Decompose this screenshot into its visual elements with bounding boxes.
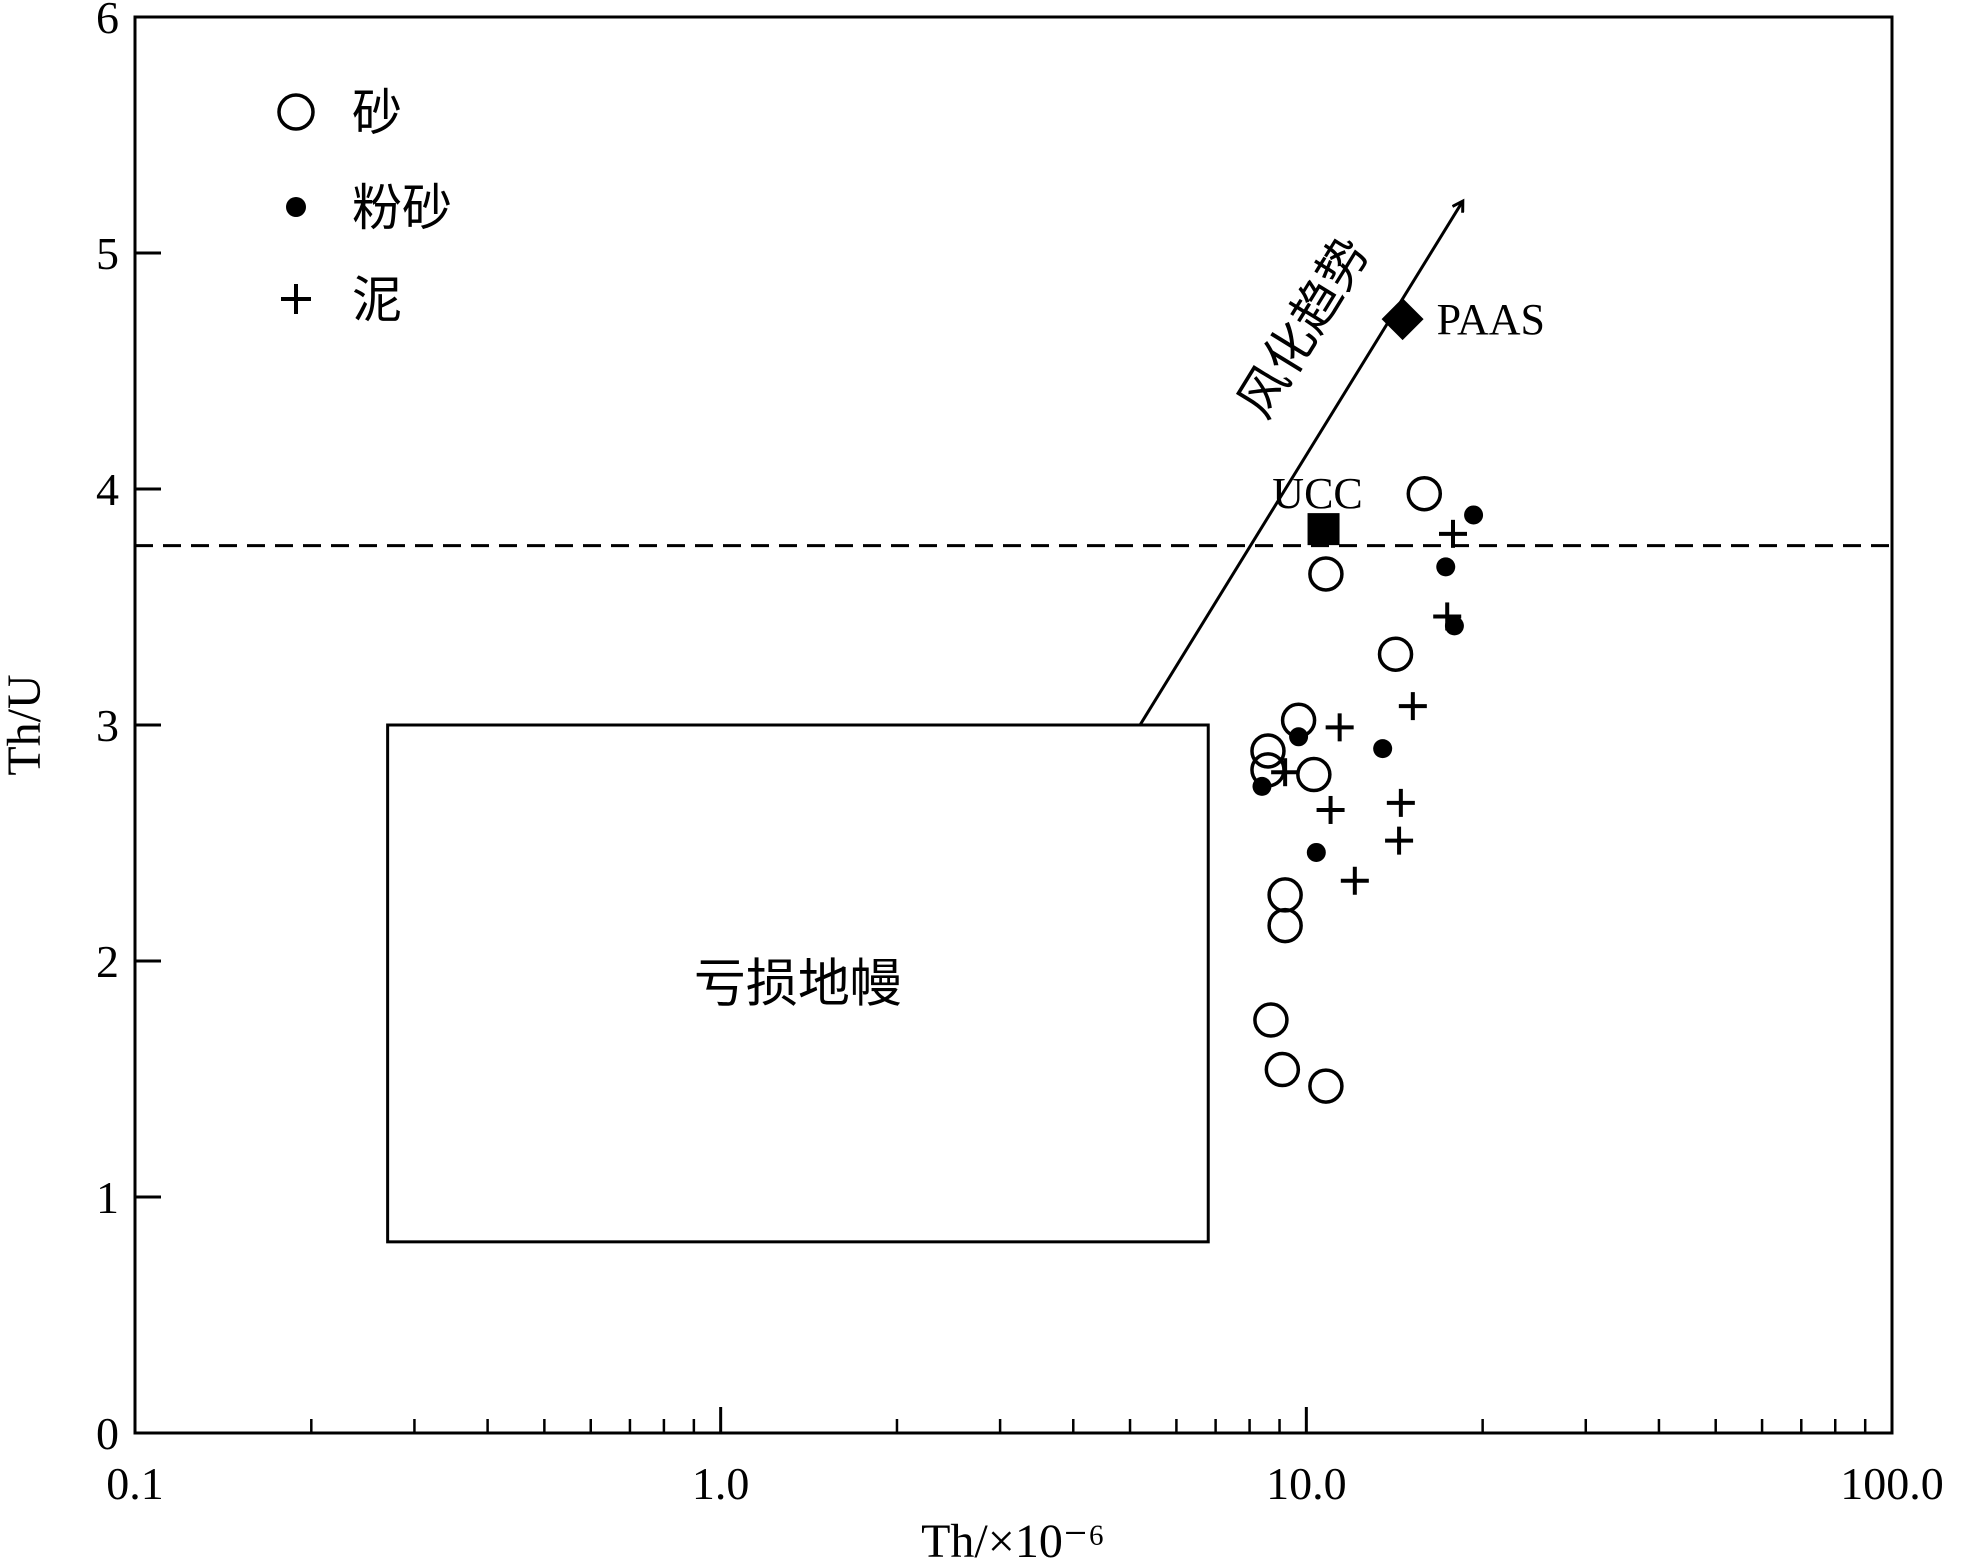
point-sand [1296, 756, 1332, 793]
point-mud [1438, 519, 1467, 548]
paas-marker [1381, 298, 1424, 341]
point-silt [1464, 505, 1484, 525]
x-tick-label: 0.1 [106, 1458, 164, 1509]
x-tick-label: 100.0 [1840, 1458, 1944, 1509]
point-silt [1373, 739, 1393, 759]
point-silt [1444, 616, 1464, 636]
point-sand [1267, 907, 1303, 944]
point-sand [1308, 1068, 1344, 1104]
y-tick-label: 1 [96, 1172, 119, 1223]
point-mud [1316, 795, 1345, 824]
point-sand [1253, 1002, 1289, 1038]
data-points [1250, 475, 1484, 1104]
legend-label-sand: 砂 [352, 85, 402, 141]
ucc-marker [1307, 513, 1340, 546]
y-tick-label: 6 [96, 0, 119, 43]
depleted-mantle-region [386, 723, 1210, 1244]
ucc-label: UCC [1272, 469, 1362, 518]
y-tick-label: 0 [96, 1408, 119, 1459]
paas-label: PAAS [1437, 295, 1545, 344]
y-axis-label: Th/U [0, 674, 51, 775]
point-mud [1433, 602, 1462, 631]
point-silt [1306, 842, 1326, 862]
legend-label-silt: 粉砂 [352, 180, 452, 236]
point-sand [1267, 877, 1303, 913]
legend-marker-silt [286, 197, 306, 217]
point-silt [1289, 727, 1309, 747]
point-sand [1406, 475, 1443, 512]
point-mud [1325, 713, 1354, 742]
point-mud [1386, 788, 1415, 817]
point-sand [1308, 556, 1344, 592]
point-sand [1250, 733, 1286, 769]
point-mud [1398, 692, 1427, 721]
x-axis: 0.1 1.0 10.0 100.0 [106, 1407, 1944, 1509]
legend-marker-sand [277, 93, 315, 131]
point-mud [1340, 866, 1369, 895]
x-tick-label: 1.0 [692, 1458, 750, 1509]
legend-label-mud: 泥 [352, 272, 402, 328]
point-silt [1436, 557, 1456, 577]
y-tick-label: 2 [96, 936, 119, 987]
point-sand [1377, 636, 1414, 672]
y-axis: 0 1 2 3 4 5 6 [96, 0, 161, 1459]
point-mud [1385, 826, 1414, 855]
legend-marker-mud [281, 284, 311, 314]
y-tick-label: 4 [96, 464, 119, 515]
point-mud [1271, 758, 1300, 787]
point-sand [1264, 1051, 1301, 1088]
x-tick-label: 10.0 [1266, 1458, 1347, 1509]
y-tick-label: 3 [96, 700, 119, 751]
point-silt [1252, 776, 1272, 796]
weathering-trend-label: 风化趋势 [1227, 228, 1380, 428]
depleted-mantle-label: 亏损地幔 [694, 956, 902, 1013]
weathering-trend-arrow [1138, 201, 1463, 726]
x-minor-ticks [310, 1419, 1867, 1433]
legend: 砂 粉砂 泥 [277, 85, 452, 328]
x-axis-label: Th/×10⁻⁶ [921, 1515, 1105, 1564]
reference-points: UCC PAAS [1272, 295, 1545, 546]
y-tick-label: 5 [96, 228, 119, 279]
